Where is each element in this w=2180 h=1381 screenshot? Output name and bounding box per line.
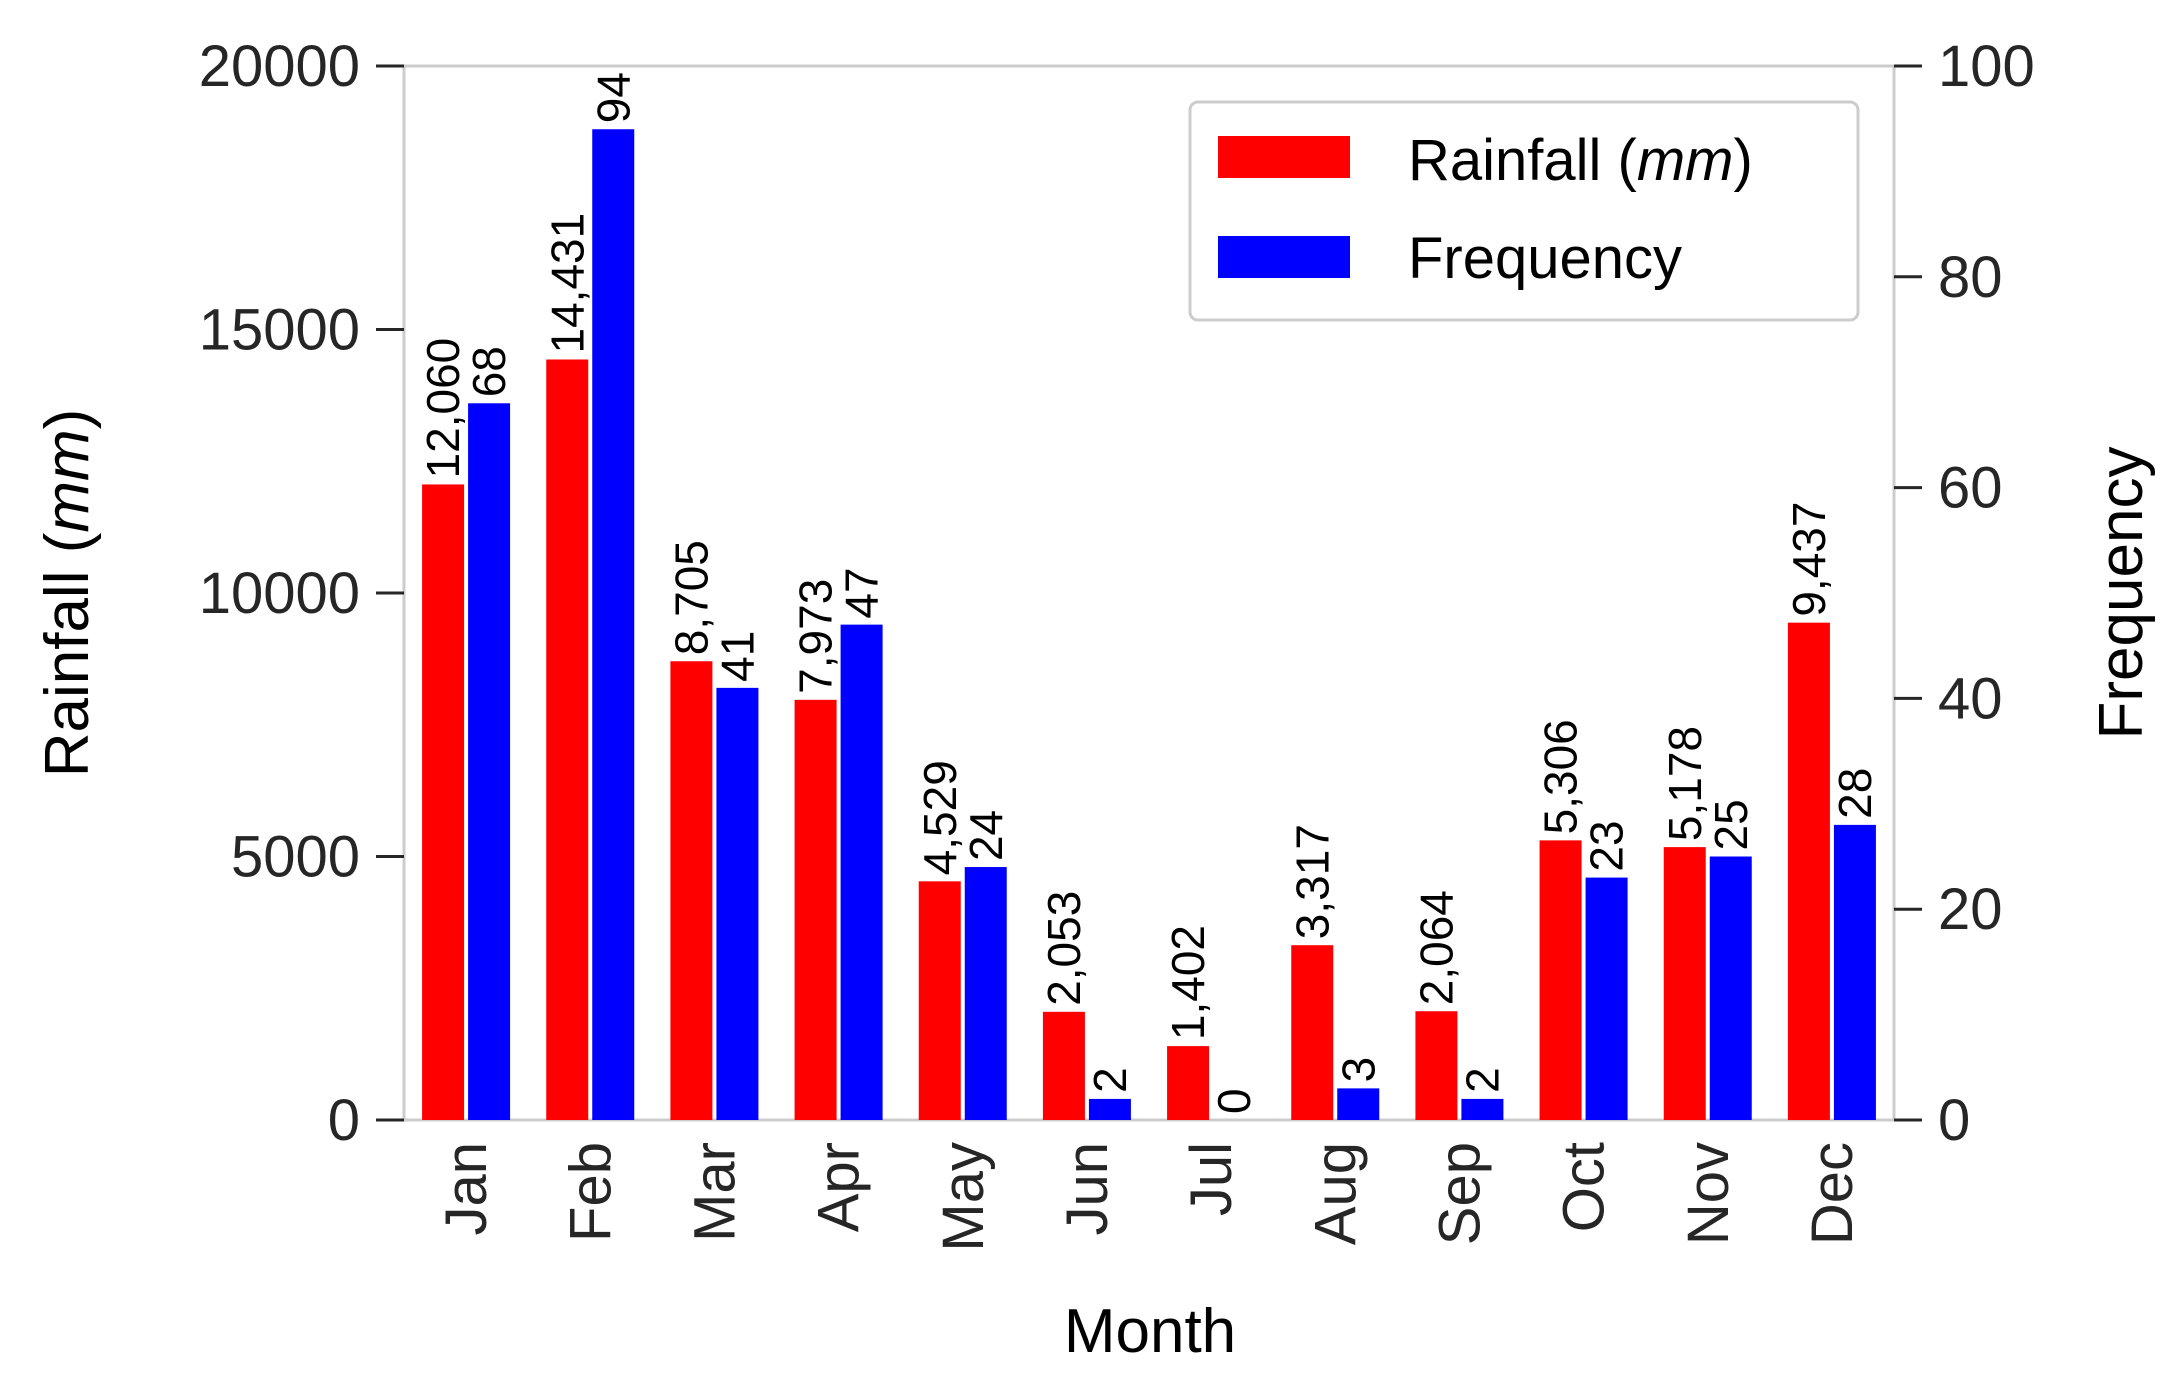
data-label-frequency-feb: 94 [587,72,639,123]
left-tick-label-5000: 5000 [231,825,360,890]
data-label-frequency-jan: 68 [463,346,515,397]
x-tick-label-mar: Mar [682,1142,747,1242]
bar-frequency-jun [1088,1098,1131,1120]
right-tick-label-40: 40 [1938,666,2003,731]
legend-label-frequency: Frequency [1408,226,1682,291]
left-y-axis-title: Rainfall (mm) [33,409,102,778]
data-label-frequency-jul: 0 [1208,1088,1260,1114]
data-label-rainfall-jan: 12,060 [417,338,469,479]
bar-frequency-may [964,867,1007,1120]
legend-swatch-frequency [1218,236,1350,278]
data-label-frequency-nov: 25 [1705,799,1757,850]
bar-frequency-aug [1337,1088,1380,1120]
data-label-rainfall-jul: 1,402 [1162,925,1214,1040]
bar-frequency-apr [840,624,883,1120]
data-label-rainfall-dec: 9,437 [1783,502,1835,617]
right-tick-label-80: 80 [1938,245,2003,310]
bar-frequency-sep [1461,1098,1504,1120]
bar-rainfall-aug [1291,945,1334,1120]
bars [422,129,1876,1121]
data-label-rainfall-mar: 8,705 [665,540,717,655]
left-tick-label-20000: 20000 [199,34,360,99]
legend-label-rainfall: Rainfall (mm) [1408,128,1753,193]
bar-rainfall-jan [422,484,465,1120]
left-y-axis-title-suffix: ) [33,409,102,430]
data-label-rainfall-apr: 7,973 [790,579,842,694]
bar-rainfall-may [918,881,961,1120]
data-label-frequency-may: 24 [960,810,1012,861]
left-y-axis-title-text: Rainfall ( [33,532,102,777]
bar-rainfall-jun [1042,1011,1085,1120]
data-label-rainfall-oct: 5,306 [1535,719,1587,834]
data-label-rainfall-jun: 2,053 [1038,891,1090,1006]
x-tick-label-oct: Oct [1552,1142,1617,1232]
legend-box [1188,100,1860,322]
bar-frequency-nov [1709,856,1752,1120]
left-tick-label-0: 0 [328,1088,360,1153]
x-tick-label-apr: Apr [807,1142,872,1232]
x-tick-label-jun: Jun [1055,1142,1120,1236]
left-tick-label-15000: 15000 [199,298,360,363]
bar-rainfall-dec [1787,622,1830,1120]
bar-rainfall-mar [670,661,713,1120]
data-label-frequency-mar: 41 [711,631,763,682]
left-y-axis-title-unit: mm [33,429,102,532]
right-y-axis-title: Frequency [2087,447,2156,740]
x-tick-label-aug: Aug [1303,1142,1368,1245]
legend-swatch-rainfall [1218,136,1350,178]
x-tick-label-sep: Sep [1427,1142,1492,1245]
x-tick-label-nov: Nov [1676,1142,1741,1245]
data-label-frequency-apr: 47 [836,567,888,618]
bar-frequency-oct [1585,877,1628,1120]
data-label-rainfall-nov: 5,178 [1659,726,1711,841]
x-tick-label-may: May [931,1142,996,1252]
data-label-rainfall-aug: 3,317 [1286,824,1338,939]
legend-label-rainfall-unit: mm [1637,128,1734,193]
legend: Rainfall (mm) Frequency [1188,100,1860,322]
x-tick-label-dec: Dec [1800,1142,1865,1245]
data-label-rainfall-feb: 14,431 [541,213,593,354]
bar-rainfall-nov [1663,847,1706,1120]
data-label-frequency-dec: 28 [1829,768,1881,819]
bar-frequency-jan [468,403,511,1120]
right-tick-label-20: 20 [1938,877,2003,942]
legend-label-rainfall-text: Rainfall ( [1408,128,1637,193]
x-axis-title: Month [1064,1297,1236,1366]
x-tick-label-feb: Feb [558,1142,623,1242]
left-tick-label-10000: 10000 [199,561,360,626]
bar-rainfall-sep [1415,1011,1458,1120]
x-tick-label-jul: Jul [1179,1142,1244,1216]
legend-label-rainfall-suffix: ) [1734,128,1753,193]
right-tick-label-60: 60 [1938,456,2003,521]
bar-rainfall-apr [794,699,837,1120]
data-label-frequency-jun: 2 [1084,1067,1136,1093]
bar-rainfall-feb [546,359,589,1120]
bar-frequency-feb [592,129,635,1121]
data-label-frequency-sep: 2 [1456,1067,1508,1093]
data-label-rainfall-may: 4,529 [914,760,966,875]
bar-frequency-mar [716,687,759,1120]
right-tick-label-100: 100 [1938,34,2035,99]
data-label-frequency-aug: 3 [1332,1057,1384,1083]
right-tick-label-0: 0 [1938,1088,1970,1153]
data-label-frequency-oct: 23 [1581,820,1633,871]
x-tick-label-jan: Jan [434,1142,499,1236]
bar-frequency-dec [1833,824,1876,1120]
bar-rainfall-jul [1167,1046,1210,1120]
bar-rainfall-oct [1539,840,1582,1120]
data-label-rainfall-sep: 2,064 [1410,890,1462,1005]
